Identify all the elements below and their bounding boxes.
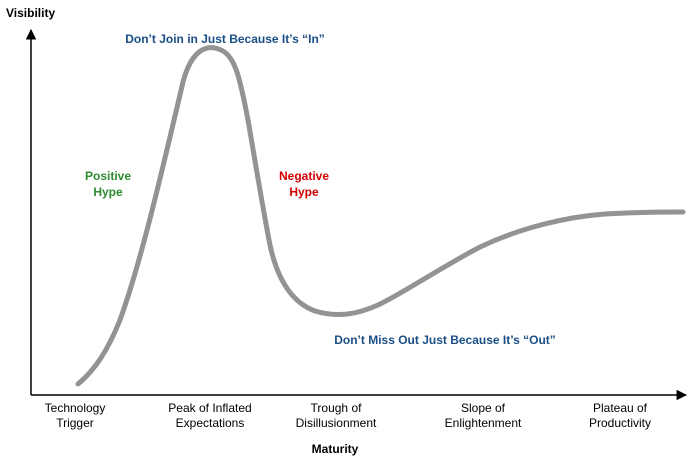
negative-hype-annotation: Negative Hype: [278, 169, 330, 199]
y-axis-label: Visibility: [6, 6, 56, 20]
phase-label-technology-trigger: Technology Trigger: [44, 401, 106, 430]
trough-advice-annotation: Don’t Miss Out Just Because It’s “Out”: [334, 333, 556, 347]
phase-label-slope-of-enlightenment: Slope of Enlightenment: [444, 401, 522, 430]
hype-curve-line: [75, 45, 686, 387]
phase-label-peak-of-inflated-expectations: Peak of Inflated Expectations: [168, 401, 252, 430]
positive-hype-annotation: Positive Hype: [84, 169, 132, 199]
phase-label-trough-of-disillusionment: Trough of Disillusionment: [295, 401, 377, 430]
x-axis-label: Maturity: [311, 442, 359, 456]
phase-label-plateau-of-productivity: Plateau of Productivity: [588, 401, 652, 430]
peak-advice-annotation: Don’t Join in Just Because It’s “In”: [125, 32, 325, 46]
